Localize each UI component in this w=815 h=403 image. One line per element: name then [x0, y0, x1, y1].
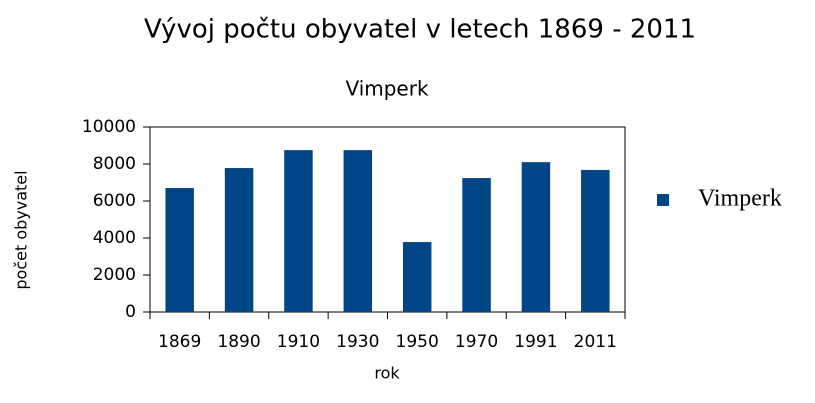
x-tick-label: 1869 [158, 332, 201, 352]
chart-title: Vývoj počtu obyvatel v letech 1869 - 201… [144, 15, 696, 45]
bar [284, 150, 313, 312]
bar [224, 168, 254, 312]
bar [165, 188, 194, 312]
y-tick-label: 0 [125, 302, 136, 322]
bar [581, 169, 610, 312]
x-tick-label: 1910 [277, 332, 320, 352]
x-tick-label: 1950 [396, 332, 439, 352]
x-tick-label: 1890 [217, 332, 260, 352]
plot-area [149, 126, 626, 313]
x-tick-label: 1970 [455, 332, 498, 352]
bar [521, 162, 551, 312]
x-tick-label: 2011 [574, 332, 617, 352]
y-tick-label: 2000 [93, 265, 136, 285]
x-tick-label: 1991 [514, 332, 557, 352]
chart-subtitle: Vimperk [345, 77, 429, 101]
y-tick-label: 8000 [93, 154, 136, 174]
y-tick-label: 4000 [93, 228, 136, 248]
bar [402, 242, 432, 312]
legend-swatch [657, 194, 669, 206]
y-tick-label: 6000 [93, 191, 136, 211]
bar [462, 178, 491, 312]
x-tick-label: 1930 [336, 332, 379, 352]
legend-label: Vimperk [698, 186, 782, 212]
y-tick-label: 10000 [82, 117, 136, 137]
x-axis-label: rok [374, 364, 400, 383]
y-axis-label: počet obyvatel [12, 170, 31, 289]
bar [343, 150, 373, 312]
